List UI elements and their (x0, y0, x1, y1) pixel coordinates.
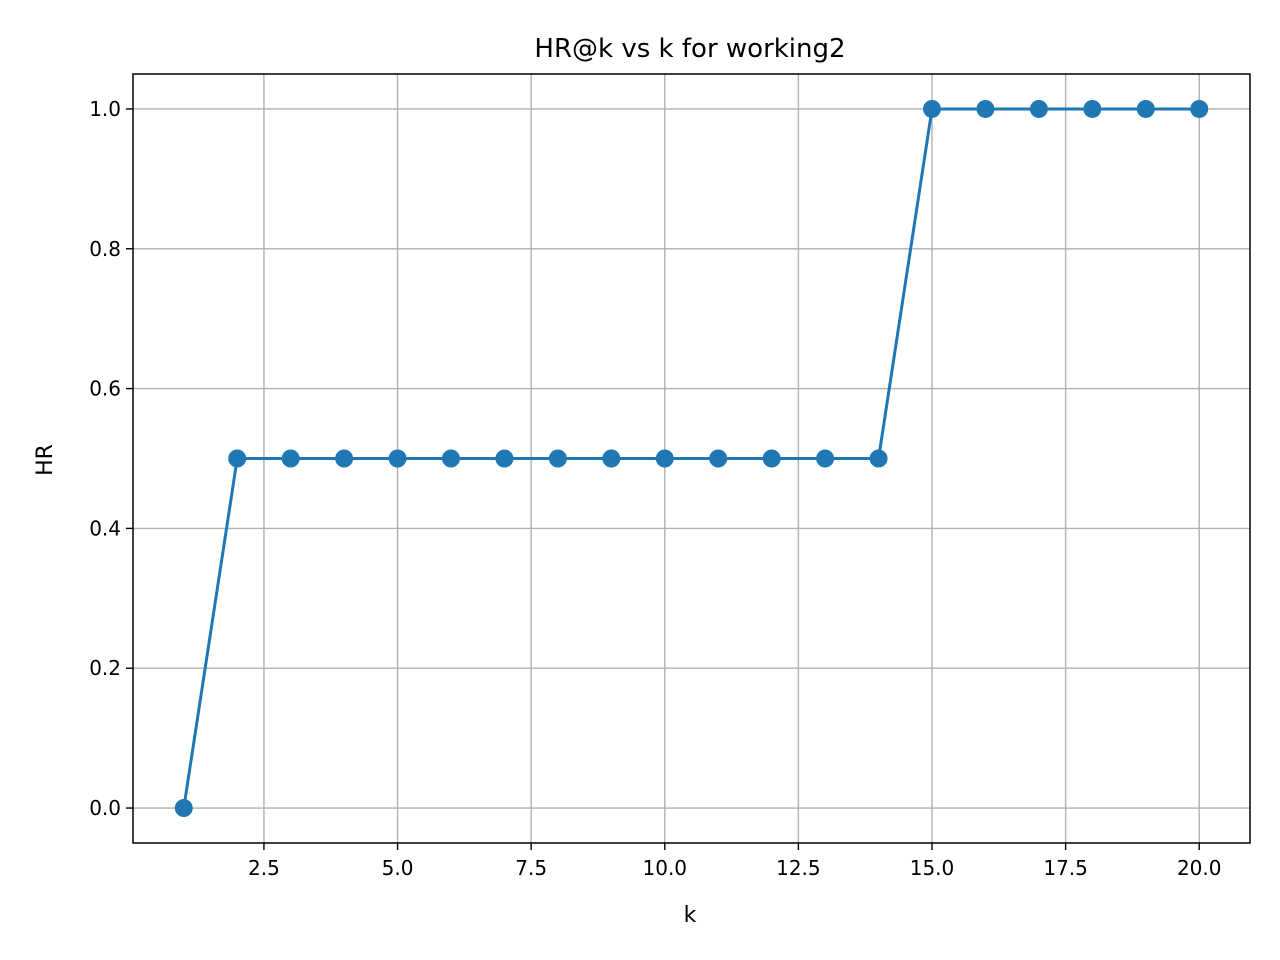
data-point (976, 99, 995, 118)
plot-frame (132, 73, 1251, 844)
data-point (762, 449, 781, 468)
data-point (816, 449, 835, 468)
y-tick-label: 0.8 (89, 237, 121, 261)
x-tick-label: 15.0 (910, 856, 955, 880)
data-point (388, 449, 407, 468)
x-axis-title: k (684, 903, 697, 928)
data-point (1083, 99, 1102, 118)
data-point (441, 449, 460, 468)
chart-title: HR@k vs k for working2 (534, 34, 845, 64)
data-point (655, 449, 674, 468)
data-point (281, 449, 300, 468)
x-axis-ticks: 2.5 5.0 7.5 10.0 12.5 15.0 17.5 20.0 (248, 843, 1221, 880)
data-point (495, 449, 514, 468)
y-axis-ticks: 0.0 0.2 0.4 0.6 0.8 1.0 (89, 97, 133, 820)
data-point (335, 449, 354, 468)
y-tick-label: 0.2 (89, 656, 121, 680)
y-tick-label: 0.6 (89, 377, 121, 401)
data-point (709, 449, 728, 468)
x-tick-label: 2.5 (248, 856, 280, 880)
y-tick-label: 0.4 (89, 516, 121, 540)
y-tick-label: 1.0 (89, 97, 121, 121)
x-tick-label: 12.5 (776, 856, 821, 880)
data-point (602, 449, 621, 468)
data-point (1190, 99, 1209, 118)
x-tick-label: 5.0 (382, 856, 414, 880)
x-tick-label: 20.0 (1177, 856, 1222, 880)
data-point (1136, 99, 1155, 118)
x-tick-label: 17.5 (1043, 856, 1088, 880)
data-point (174, 799, 193, 818)
x-tick-label: 7.5 (515, 856, 547, 880)
y-tick-label: 0.0 (89, 796, 121, 820)
data-point (869, 449, 888, 468)
data-point (923, 99, 942, 118)
data-point (228, 449, 247, 468)
data-point (548, 449, 567, 468)
data-point (1029, 99, 1048, 118)
x-tick-label: 10.0 (643, 856, 688, 880)
y-axis-title: HR (33, 444, 58, 476)
series-markers (174, 99, 1209, 818)
